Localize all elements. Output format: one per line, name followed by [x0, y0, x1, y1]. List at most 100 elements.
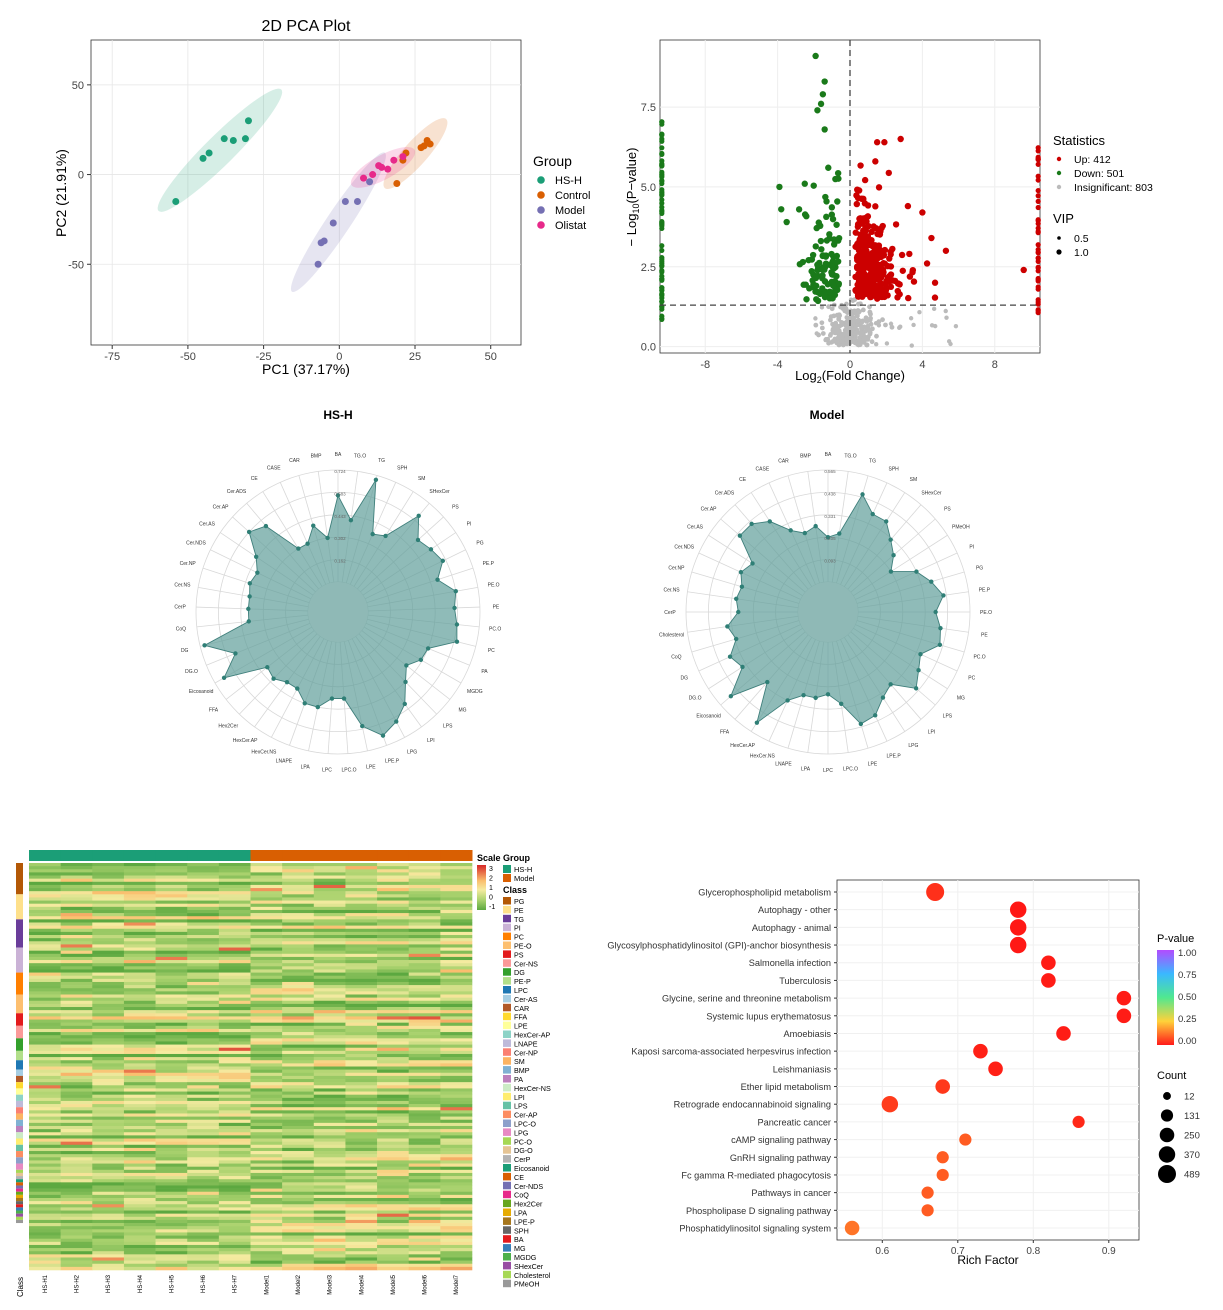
- heatmap-cell: [60, 931, 93, 936]
- heatmap-cell: [377, 1104, 410, 1108]
- heatmap-cell: [345, 1157, 378, 1161]
- heatmap-cell: [187, 891, 220, 895]
- heatmap-cell: [313, 1050, 346, 1055]
- heatmap-cell: [377, 1035, 410, 1039]
- heatmap-cell: [313, 950, 346, 955]
- heatmap-cell: [282, 1210, 315, 1214]
- heatmap-cell: [440, 900, 473, 904]
- pca-plot-area: [90, 39, 522, 346]
- heatmap-cell: [92, 1082, 125, 1086]
- heatmap-cell: [250, 1244, 283, 1249]
- heatmap-cell: [408, 1022, 441, 1027]
- heatmap-cell: [408, 1013, 441, 1017]
- volcano-point-down: [835, 280, 842, 287]
- heatmap-cell: [282, 1241, 315, 1246]
- heatmap-cell: [408, 1179, 441, 1183]
- heatmap-cell: [345, 1107, 378, 1111]
- volcano-point-down: [805, 256, 812, 264]
- heatmap-class-cell: [16, 994, 23, 1014]
- heatmap-cell: [60, 916, 93, 920]
- heatmap-cell: [440, 1069, 473, 1074]
- heatmap-cell: [313, 1219, 346, 1224]
- volcano-point-down: [835, 234, 843, 242]
- pca-y-tick-label: -50: [68, 259, 84, 271]
- heatmap-cell: [345, 1110, 378, 1114]
- volcano-point-down: [659, 221, 665, 228]
- radar-hs-axis-label: LPG: [407, 750, 417, 756]
- heatmap-cell: [345, 997, 378, 1002]
- heatmap-cell: [218, 1210, 251, 1214]
- heatmap-cell: [92, 1100, 125, 1105]
- heatmap-cell: [187, 1097, 220, 1102]
- heatmap-cell: [29, 969, 61, 973]
- heatmap-class-label: PC: [514, 933, 524, 942]
- heatmap-class-cell: [16, 1119, 23, 1126]
- heatmap-cell: [218, 978, 251, 983]
- heatmap-cell: [408, 1201, 441, 1205]
- heatmap-cell: [408, 1028, 441, 1033]
- pca-x-tick-label: -75: [104, 351, 120, 363]
- heatmap-cell: [218, 1260, 251, 1265]
- heatmap-class-cell: [16, 1179, 23, 1183]
- heatmap-cell: [218, 1044, 251, 1049]
- heatmap-cell: [345, 1238, 378, 1243]
- volcano-point-down: [814, 297, 822, 305]
- heatmap-cell: [218, 1072, 251, 1077]
- heatmap-cell: [60, 1248, 93, 1252]
- heatmap-cell: [408, 1066, 441, 1070]
- heatmap-cell: [313, 1003, 346, 1008]
- heatmap-cell: [345, 981, 378, 986]
- heatmap-cell: [187, 1044, 220, 1049]
- heatmap-cell: [345, 1244, 378, 1249]
- heatmap-cell: [187, 1254, 220, 1258]
- heatmap-cell: [250, 1025, 283, 1030]
- heatmap-cell: [155, 894, 188, 898]
- heatmap-cell: [60, 1232, 93, 1236]
- heatmap-cell: [187, 953, 220, 958]
- heatmap-cell: [155, 1260, 188, 1265]
- heatmap-cell: [60, 1169, 93, 1174]
- volcano-x-tick-label: -4: [773, 359, 783, 371]
- heatmap-cell: [345, 1210, 378, 1214]
- pca-point-model: [329, 219, 337, 227]
- heatmap-cell: [218, 1066, 251, 1070]
- heatmap-cell: [440, 866, 473, 870]
- heatmap-cell: [345, 938, 378, 942]
- volcano-point-up: [862, 255, 869, 262]
- volcano-point-insignificant: [823, 337, 828, 343]
- volcano-point-up: [1035, 156, 1041, 162]
- enrichment-pathway-label: Retrograde endocannabinoid signaling: [674, 1100, 831, 1110]
- heatmap-cell: [29, 1191, 61, 1196]
- heatmap-cell: [155, 966, 188, 970]
- heatmap-cell: [123, 1097, 156, 1102]
- heatmap-cell: [250, 953, 283, 958]
- heatmap-cell: [187, 1154, 220, 1158]
- heatmap-cell: [123, 1091, 156, 1095]
- heatmap-cell: [92, 975, 125, 980]
- volcano-x-label: Log2(Fold Change): [795, 368, 905, 385]
- heatmap-cell: [440, 1238, 473, 1243]
- volcano-vip-marker: [1057, 236, 1061, 240]
- heatmap-cell: [92, 903, 125, 908]
- volcano-panel: -8 -4 0 4 8 7.5 5.0 2.5 0.0 Log2(Fold Change) −…: [610, 0, 1223, 390]
- heatmap-class-cell: [16, 1107, 23, 1114]
- radar-hs-point: [341, 696, 347, 701]
- heatmap-cell: [29, 1094, 61, 1099]
- heatmap-cell: [345, 1185, 378, 1189]
- heatmap-cell: [313, 1041, 346, 1045]
- heatmap-cell: [29, 966, 61, 970]
- radar-model-axis-label: PG: [976, 565, 983, 571]
- heatmap-cell: [218, 906, 251, 911]
- heatmap-cell: [187, 925, 220, 930]
- heatmap-cell: [187, 1210, 220, 1214]
- heatmap-cell: [282, 1182, 315, 1186]
- heatmap-cell: [29, 866, 61, 870]
- heatmap-cell: [155, 1135, 188, 1139]
- heatmap-cell: [250, 1003, 283, 1008]
- heatmap-cell: [250, 1138, 283, 1142]
- heatmap-cell: [313, 1147, 346, 1152]
- volcano-point-up: [1035, 173, 1041, 179]
- heatmap-cell: [282, 891, 315, 895]
- heatmap-cell: [123, 903, 156, 908]
- enrichment-point: [959, 1133, 972, 1146]
